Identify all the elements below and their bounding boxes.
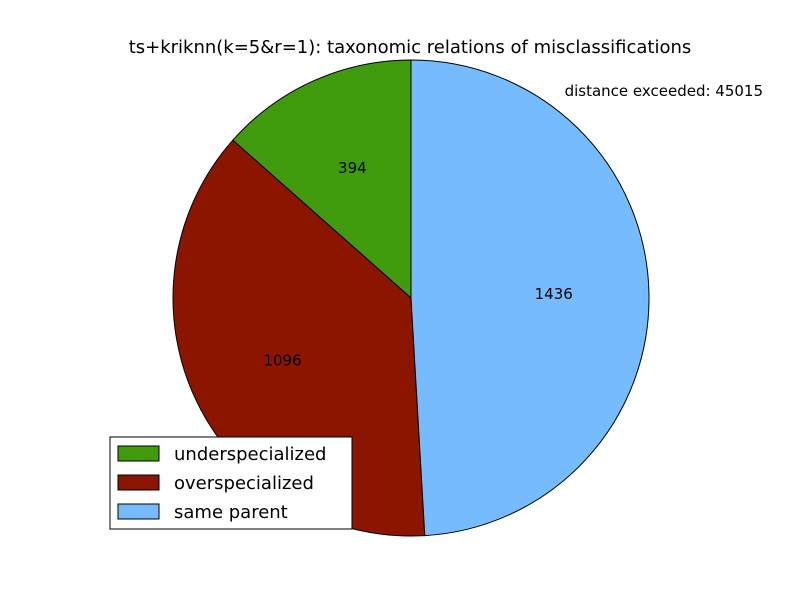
legend-label-same-parent: same parent (174, 502, 288, 523)
pie-slice-labels: 394 1096 1436 (263, 159, 572, 370)
slice-value-underspecialized: 394 (338, 159, 367, 177)
legend-label-underspecialized: underspecialized (174, 444, 326, 465)
slice-value-overspecialized: 1096 (263, 351, 301, 369)
chart-title: ts+kriknn(k=5&r=1): taxonomic relations … (129, 37, 692, 58)
legend-swatch-underspecialized (117, 445, 160, 462)
distance-exceeded-annotation: distance exceeded: 45015 (565, 82, 763, 100)
pie-slice-same-parent (410, 59, 650, 537)
legend: underspecialized overspecialized same pare… (109, 436, 353, 530)
slice-value-same-parent: 1436 (535, 285, 573, 303)
pie-slice-underspecialized (232, 59, 412, 300)
legend-swatch-overspecialized (117, 474, 160, 491)
legend-label-overspecialized: overspecialized (174, 473, 314, 494)
legend-swatch-same-parent (117, 503, 160, 520)
